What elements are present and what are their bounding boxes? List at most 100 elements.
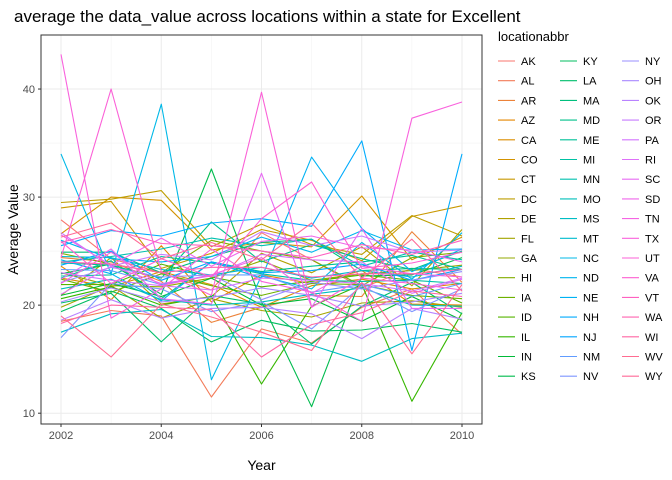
legend-label: KS: [521, 371, 536, 383]
legend-item-ky: KY: [560, 56, 598, 68]
legend-label: GA: [521, 253, 538, 265]
legend-label: MS: [583, 214, 600, 226]
legend-item-or: OR: [622, 115, 662, 127]
legend-label: LA: [583, 76, 597, 88]
legend-label: CT: [521, 174, 536, 186]
series-line-wy: [60, 222, 463, 292]
series-line-ky: [60, 290, 463, 343]
series-line-wv: [60, 281, 463, 358]
series-line-in: [60, 277, 463, 322]
legend-label: PA: [645, 135, 660, 147]
legend-item-la: LA: [560, 76, 597, 88]
legend-item-nd: ND: [560, 273, 599, 285]
legend-label: IN: [521, 352, 532, 364]
legend-label: AK: [521, 56, 536, 68]
y-tick-label: 30: [23, 192, 35, 204]
legend-item-wi: WI: [622, 332, 658, 344]
series-line-nj: [60, 250, 463, 281]
x-axis-title: Year: [247, 457, 276, 473]
legend-item-ca: CA: [498, 135, 537, 147]
legend-item-de: DE: [498, 214, 536, 226]
legend-item-id: ID: [498, 312, 532, 324]
legend-label: MT: [583, 233, 599, 245]
x-tick-label: 2008: [350, 430, 374, 442]
legend-label: SC: [645, 174, 660, 186]
legend-item-pa: PA: [622, 135, 660, 147]
legend-item-az: AZ: [498, 115, 535, 127]
legend-label: NH: [583, 312, 599, 324]
legend-item-mo: MO: [560, 194, 601, 206]
legend-label: AR: [521, 95, 536, 107]
legend-item-mt: MT: [560, 233, 599, 245]
legend-item-mn: MN: [560, 174, 600, 186]
legend-label: MD: [583, 115, 600, 127]
legend-label: DE: [521, 214, 536, 226]
legend-label: WI: [645, 332, 658, 344]
legend-label: NC: [583, 253, 599, 265]
x-tick-label: 2002: [49, 430, 73, 442]
series-line-pa: [60, 272, 463, 292]
legend-item-il: IL: [498, 332, 530, 344]
x-tick-label: 2010: [450, 430, 474, 442]
legend-item-oh: OH: [622, 76, 662, 88]
series-line-ut: [60, 88, 463, 308]
y-tick-label: 20: [23, 300, 35, 312]
legend-label: ID: [521, 312, 532, 324]
series-line-la: [60, 281, 463, 345]
legend-item-hi: HI: [498, 273, 532, 285]
legend-item-nh: NH: [560, 312, 599, 324]
legend-label: IL: [521, 332, 530, 344]
series-line-ma: [61, 238, 463, 274]
legend-label: FL: [521, 233, 534, 245]
legend-label: MA: [583, 95, 600, 107]
legend-label: ND: [583, 273, 599, 285]
legend-item-tn: TN: [622, 214, 660, 226]
series-line-tn: [60, 251, 463, 294]
plot-panel: [40, 34, 483, 425]
legend-item-ks: KS: [498, 371, 536, 383]
legend-label: UT: [645, 253, 660, 265]
legend-label: KY: [583, 56, 598, 68]
series-line-nc: [60, 103, 463, 381]
legend-label: HI: [521, 273, 532, 285]
legend-label: NY: [645, 56, 661, 68]
legend-label: MO: [583, 194, 601, 206]
legend: locationabbr AK AL AR AZ CA CO CT DC DE FL GA HI IA I…: [498, 29, 663, 383]
legend-label: WV: [645, 352, 663, 364]
legend-item-md: MD: [560, 115, 600, 127]
legend-label: OR: [645, 115, 662, 127]
legend-label: CA: [521, 135, 537, 147]
legend-item-va: VA: [622, 273, 660, 285]
legend-label: WA: [645, 312, 663, 324]
legend-item-co: CO: [498, 155, 538, 167]
series-line-oh: [60, 287, 463, 307]
legend-item-mi: MI: [560, 155, 595, 167]
series-line-wa: [60, 261, 463, 278]
legend-item-ia: IA: [498, 292, 532, 304]
x-tick-label: 2006: [249, 430, 273, 442]
legend-label: MN: [583, 174, 600, 186]
legend-item-nc: NC: [560, 253, 599, 265]
legend-title: locationabbr: [498, 29, 569, 44]
series-line-dc: [60, 190, 463, 255]
legend-label: RI: [645, 155, 656, 167]
legend-label: NE: [583, 292, 598, 304]
legend-item-nm: NM: [560, 352, 600, 364]
legend-item-al: AL: [498, 76, 534, 88]
legend-label: NM: [583, 352, 600, 364]
legend-label: VA: [645, 273, 660, 285]
legend-item-me: ME: [560, 135, 600, 147]
legend-label: NJ: [583, 332, 596, 344]
legend-item-fl: FL: [498, 233, 534, 245]
series-line-ct: [60, 200, 463, 269]
series-line-ms: [60, 308, 463, 362]
series-line-ri: [60, 253, 463, 295]
legend-label: MI: [583, 155, 595, 167]
legend-item-in: IN: [498, 352, 532, 364]
legend-item-ar: AR: [498, 95, 536, 107]
legend-label: OK: [645, 95, 662, 107]
legend-item-ga: GA: [498, 253, 538, 265]
legend-label: ME: [583, 135, 600, 147]
legend-item-ct: CT: [498, 174, 536, 186]
